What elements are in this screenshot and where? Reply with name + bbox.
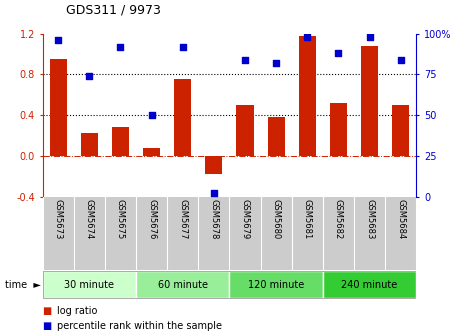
Text: GSM5673: GSM5673 — [53, 199, 62, 239]
Bar — [236, 105, 254, 156]
Text: 120 minute: 120 minute — [248, 280, 304, 290]
Text: 30 minute: 30 minute — [64, 280, 114, 290]
Text: GSM5680: GSM5680 — [272, 199, 280, 239]
Bar — [143, 148, 160, 156]
Point — [179, 44, 186, 49]
Text: GSM5677: GSM5677 — [178, 199, 187, 239]
Bar — [81, 133, 98, 156]
Bar — [205, 156, 222, 174]
Point — [148, 112, 155, 118]
Bar — [50, 59, 67, 156]
Bar — [174, 79, 191, 156]
Text: GSM5675: GSM5675 — [116, 199, 125, 239]
Text: GSM5676: GSM5676 — [147, 199, 156, 239]
Point — [241, 57, 249, 62]
Bar — [361, 46, 378, 156]
Bar — [229, 271, 323, 298]
Text: GSM5684: GSM5684 — [396, 199, 405, 239]
Bar — [112, 127, 129, 156]
Text: ■: ■ — [43, 306, 52, 316]
Bar — [43, 271, 136, 298]
Point — [86, 73, 93, 79]
Text: time  ►: time ► — [5, 280, 41, 290]
Text: GSM5683: GSM5683 — [365, 199, 374, 239]
Point — [334, 50, 342, 56]
Text: log ratio: log ratio — [57, 306, 97, 316]
Text: GSM5678: GSM5678 — [210, 199, 219, 239]
Text: percentile rank within the sample: percentile rank within the sample — [57, 321, 222, 331]
Point — [54, 37, 62, 43]
Bar — [268, 117, 285, 156]
Bar — [136, 271, 229, 298]
Point — [366, 34, 373, 40]
Text: ■: ■ — [43, 321, 52, 331]
Point — [117, 44, 124, 49]
Text: GSM5679: GSM5679 — [240, 199, 249, 239]
Bar — [323, 271, 416, 298]
Text: GDS311 / 9973: GDS311 / 9973 — [66, 4, 161, 17]
Bar — [298, 36, 316, 156]
Text: 60 minute: 60 minute — [158, 280, 208, 290]
Bar — [330, 103, 347, 156]
Text: GSM5682: GSM5682 — [334, 199, 343, 239]
Point — [210, 191, 218, 196]
Point — [272, 60, 280, 66]
Bar — [392, 105, 409, 156]
Point — [397, 57, 404, 62]
Text: GSM5681: GSM5681 — [303, 199, 312, 239]
Point — [304, 34, 311, 40]
Text: 240 minute: 240 minute — [342, 280, 398, 290]
Text: GSM5674: GSM5674 — [85, 199, 94, 239]
